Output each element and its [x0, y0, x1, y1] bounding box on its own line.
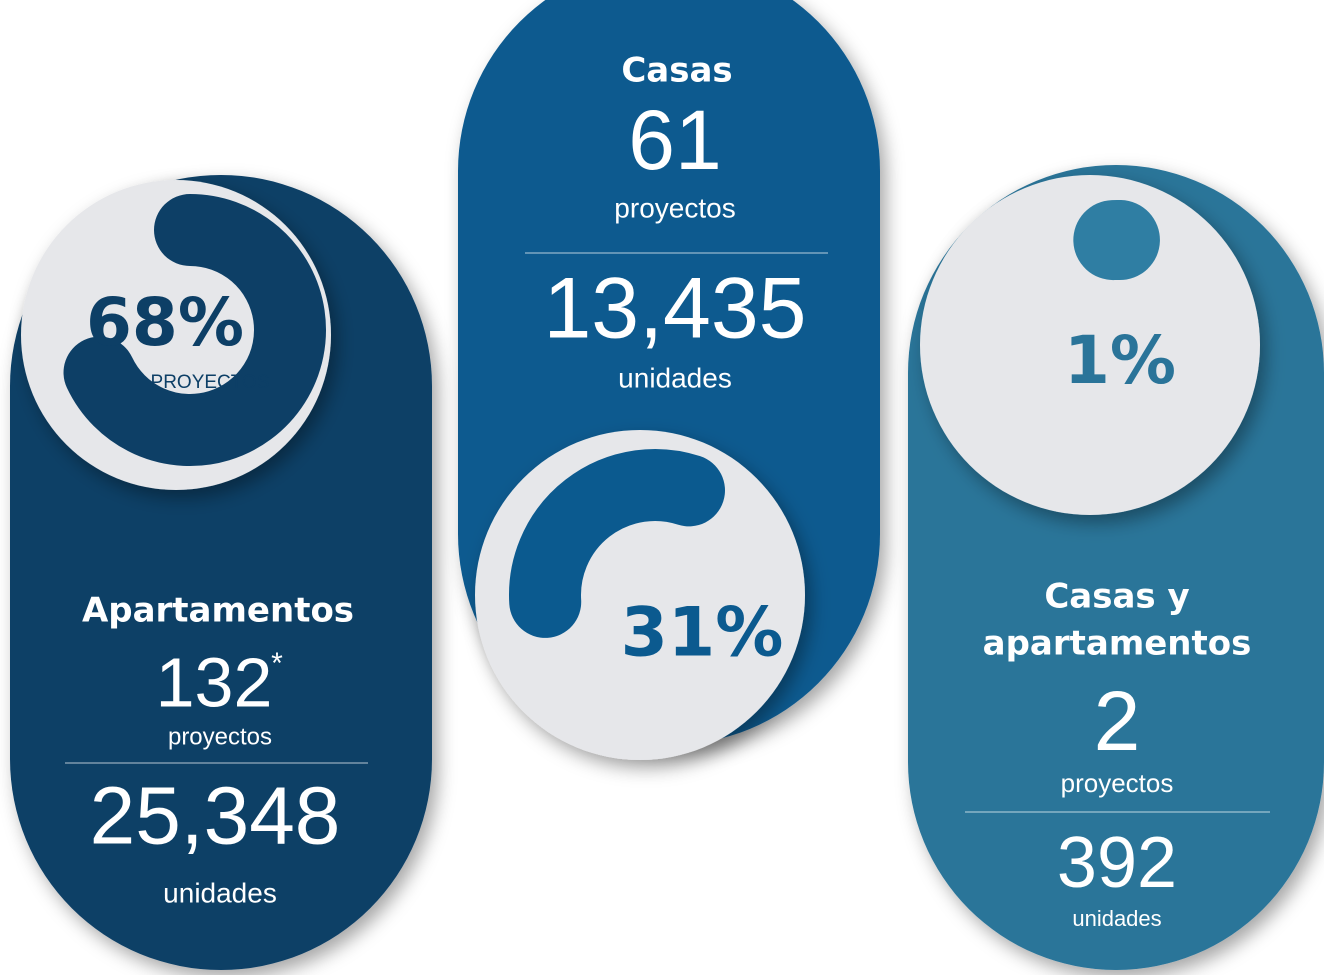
- percent: 68%: [86, 284, 244, 361]
- projects: 2: [1094, 674, 1141, 768]
- percent: 1%: [1064, 322, 1176, 399]
- card-title: apartamentos: [983, 624, 1252, 664]
- projects-label: proyectos: [614, 192, 735, 223]
- units-label: unidades: [1072, 906, 1161, 931]
- units-label: unidades: [163, 877, 277, 908]
- percent-arc: [63, 194, 326, 466]
- percent-arc: [509, 449, 725, 638]
- percent: 31%: [621, 594, 784, 673]
- projects: 132: [156, 643, 273, 721]
- card-title: Casas y: [1044, 577, 1189, 617]
- units: 392: [1057, 823, 1177, 903]
- note: *: [271, 647, 283, 680]
- projects: 61: [628, 93, 721, 187]
- percent-caption: PROYECTOS: [151, 372, 270, 393]
- units-label: unidades: [618, 362, 732, 393]
- card-title: Casas: [621, 51, 732, 91]
- donut-bg: [920, 175, 1260, 515]
- projects-label: proyectos: [168, 723, 272, 750]
- units: 13,435: [543, 261, 806, 357]
- card-title: Apartamentos: [82, 591, 354, 631]
- units: 25,348: [90, 771, 341, 862]
- projects-label: proyectos: [1061, 768, 1174, 798]
